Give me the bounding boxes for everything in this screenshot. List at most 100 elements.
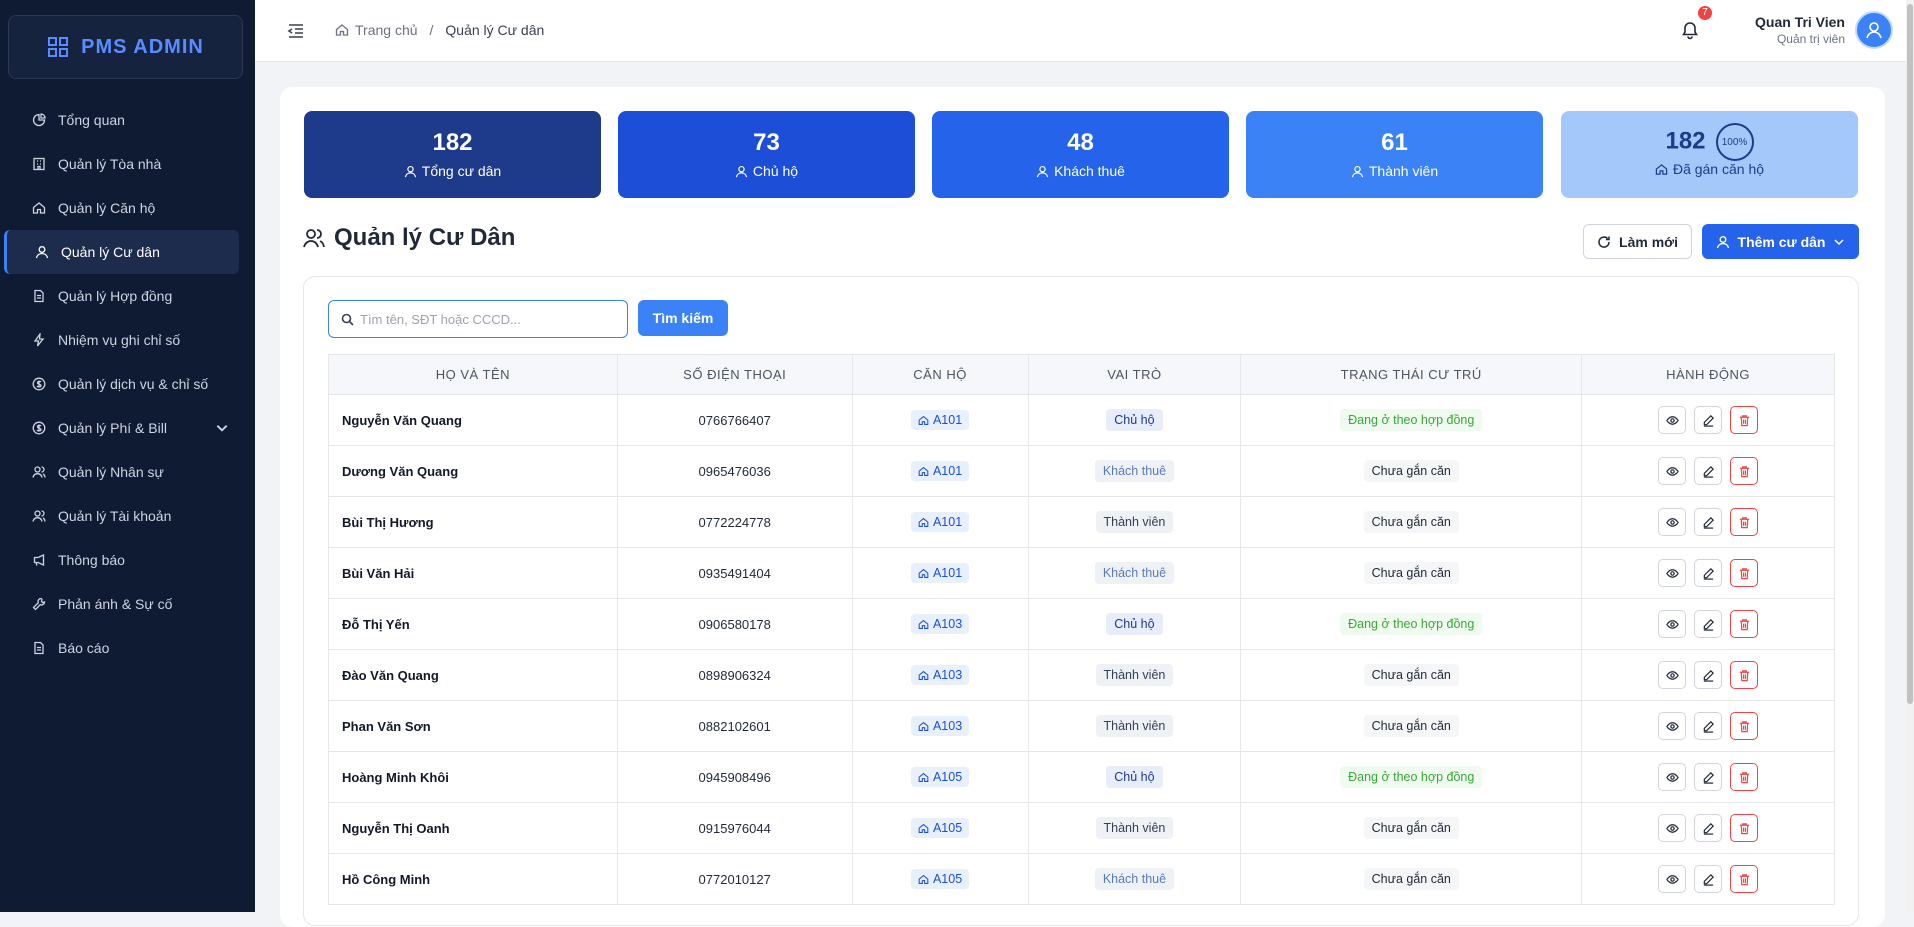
apartment-tag[interactable]: A101: [910, 461, 970, 481]
view-button[interactable]: [1658, 508, 1687, 536]
page-scrollbar[interactable]: [1906, 0, 1914, 912]
role-cell: Chủ hộ: [1027, 751, 1242, 803]
delete-button[interactable]: [1730, 763, 1759, 791]
view-button[interactable]: [1658, 814, 1687, 842]
table-row[interactable]: Đỗ Thị Yến 0906580178 A103 Chủ hộ Đang ở the…: [328, 598, 1835, 650]
role-cell: Khách thuê: [1027, 547, 1242, 599]
apartment-tag[interactable]: A101: [910, 512, 970, 532]
table-row[interactable]: Nguyễn Thị Oanh 0915976044 A105 Thành viên C…: [328, 802, 1835, 854]
role-cell: Chủ hộ: [1027, 598, 1242, 650]
apartment-code: A105: [932, 770, 963, 784]
delete-button[interactable]: [1730, 508, 1759, 536]
table-row[interactable]: Nguyễn Văn Quang 0766766407 A101 Chủ hộ Đang…: [328, 394, 1835, 446]
delete-button[interactable]: [1730, 814, 1759, 842]
view-button[interactable]: [1658, 661, 1687, 689]
table-row[interactable]: Phan Văn Sơn 0882102601 A103 Thành viên Chưa…: [328, 700, 1835, 752]
role-cell: Thành viên: [1027, 649, 1242, 701]
delete-button[interactable]: [1730, 712, 1759, 740]
edit-button[interactable]: [1694, 406, 1723, 434]
stat-label: Đã gán căn hộ: [1561, 161, 1858, 177]
sidebar-item[interactable]: Phản ánh & Sự cố: [4, 582, 239, 626]
actions-cell: [1581, 547, 1835, 599]
resident-phone: 0906580178: [616, 598, 853, 650]
edit-button[interactable]: [1694, 712, 1723, 740]
edit-button[interactable]: [1694, 559, 1723, 587]
eye-icon: [1665, 517, 1679, 527]
view-button[interactable]: [1658, 457, 1687, 485]
apartment-tag[interactable]: A103: [910, 614, 970, 634]
add-resident-button[interactable]: Thêm cư dân: [1702, 224, 1859, 259]
apartment-code: A101: [932, 464, 963, 478]
sidebar-item[interactable]: Nhiệm vụ ghi chỉ số: [4, 318, 239, 362]
view-button[interactable]: [1658, 406, 1687, 434]
sidebar-item-label: Quản lý Tòa nhà: [58, 156, 162, 172]
edit-button[interactable]: [1694, 661, 1723, 689]
view-button[interactable]: [1658, 712, 1687, 740]
sidebar-item[interactable]: Quản lý Căn hộ: [4, 186, 239, 230]
view-button[interactable]: [1658, 763, 1687, 791]
search-input[interactable]: [360, 311, 610, 327]
apartment-tag[interactable]: A103: [910, 716, 970, 736]
sidebar-item[interactable]: Báo cáo: [4, 626, 239, 670]
view-button[interactable]: [1658, 865, 1687, 893]
apartment-tag[interactable]: A103: [910, 665, 970, 685]
scrollbar-thumb[interactable]: [1907, 4, 1913, 704]
delete-button[interactable]: [1730, 457, 1759, 485]
edit-button[interactable]: [1694, 508, 1723, 536]
refresh-button[interactable]: Làm mới: [1583, 224, 1692, 259]
edit-button[interactable]: [1694, 457, 1723, 485]
view-button[interactable]: [1658, 610, 1687, 638]
table-row[interactable]: Hoàng Minh Khôi 0945908496 A105 Chủ hộ Đang …: [328, 751, 1835, 803]
sidebar-item[interactable]: Tổng quan: [4, 98, 239, 142]
delete-button[interactable]: [1730, 406, 1759, 434]
brand-logo[interactable]: PMS ADMIN: [8, 15, 243, 79]
apartment-code: A101: [932, 566, 963, 580]
apartment-tag[interactable]: A105: [910, 869, 970, 889]
user-icon: [1351, 165, 1364, 177]
delete-button[interactable]: [1730, 610, 1759, 638]
table-row[interactable]: Dương Văn Quang 0965476036 A101 Khách thuê C…: [328, 445, 1835, 497]
table-row[interactable]: Bùi Văn Hải 0935491404 A101 Khách thuê Chưa …: [328, 547, 1835, 599]
table-row[interactable]: Đào Văn Quang 0898906324 A103 Thành viên Chư…: [328, 649, 1835, 701]
status-badge: Chưa gắn căn: [1363, 715, 1459, 737]
resident-name: Đỗ Thị Yến: [328, 598, 618, 650]
stat-value: 61: [1246, 129, 1543, 157]
sidebar-item[interactable]: Thông báo: [4, 538, 239, 582]
view-button[interactable]: [1658, 559, 1687, 587]
sidebar-item[interactable]: Quản lý dịch vụ & chỉ số: [4, 362, 239, 406]
table-row[interactable]: Hồ Công Minh 0772010127 A105 Khách thuê Chưa…: [328, 853, 1835, 905]
resident-phone: 0945908496: [616, 751, 853, 803]
edit-button[interactable]: [1694, 610, 1723, 638]
stat-card: 182 100% Đã gán căn hộ: [1561, 111, 1858, 198]
apartment-tag[interactable]: A105: [910, 767, 970, 787]
user-info[interactable]: Quan Tri Vien Quản trị viên: [1735, 14, 1845, 46]
apartment-tag[interactable]: A101: [910, 410, 970, 430]
sidebar-item[interactable]: Quản lý Nhân sự: [4, 450, 239, 494]
avatar[interactable]: [1855, 11, 1893, 49]
delete-button[interactable]: [1730, 865, 1759, 893]
search-button[interactable]: Tìm kiếm: [638, 300, 728, 336]
search-box[interactable]: [328, 300, 628, 338]
sidebar-item[interactable]: Quản lý Tài khoản: [4, 494, 239, 538]
apartment-tag[interactable]: A105: [910, 818, 970, 838]
edit-button[interactable]: [1694, 814, 1723, 842]
home-icon: [918, 568, 929, 578]
sidebar-item[interactable]: Quản lý Phí & Bill: [4, 406, 239, 450]
sidebar-item[interactable]: Quản lý Tòa nhà: [4, 142, 239, 186]
breadcrumb-home[interactable]: Trang chủ: [355, 22, 418, 38]
apartment-tag[interactable]: A101: [910, 563, 970, 583]
delete-button[interactable]: [1730, 661, 1759, 689]
resident-phone: 0935491404: [616, 547, 853, 599]
table-row[interactable]: Bùi Thị Hương 0772224778 A101 Thành viên Chư…: [328, 496, 1835, 548]
edit-button[interactable]: [1694, 865, 1723, 893]
apartment-cell: A103: [851, 598, 1029, 650]
stat-number: 182: [432, 129, 473, 156]
delete-button[interactable]: [1730, 559, 1759, 587]
sidebar: PMS ADMIN Tổng quan Quản lý Tòa nhà Quản l…: [0, 0, 255, 912]
sidebar-item[interactable]: Quản lý Hợp đồng: [4, 274, 239, 318]
edit-button[interactable]: [1694, 763, 1723, 791]
sidebar-item[interactable]: Quản lý Cư dân: [4, 230, 239, 274]
apartment-cell: A101: [851, 394, 1029, 446]
bell-icon[interactable]: [1680, 20, 1700, 40]
menu-toggle-icon[interactable]: [287, 22, 305, 40]
